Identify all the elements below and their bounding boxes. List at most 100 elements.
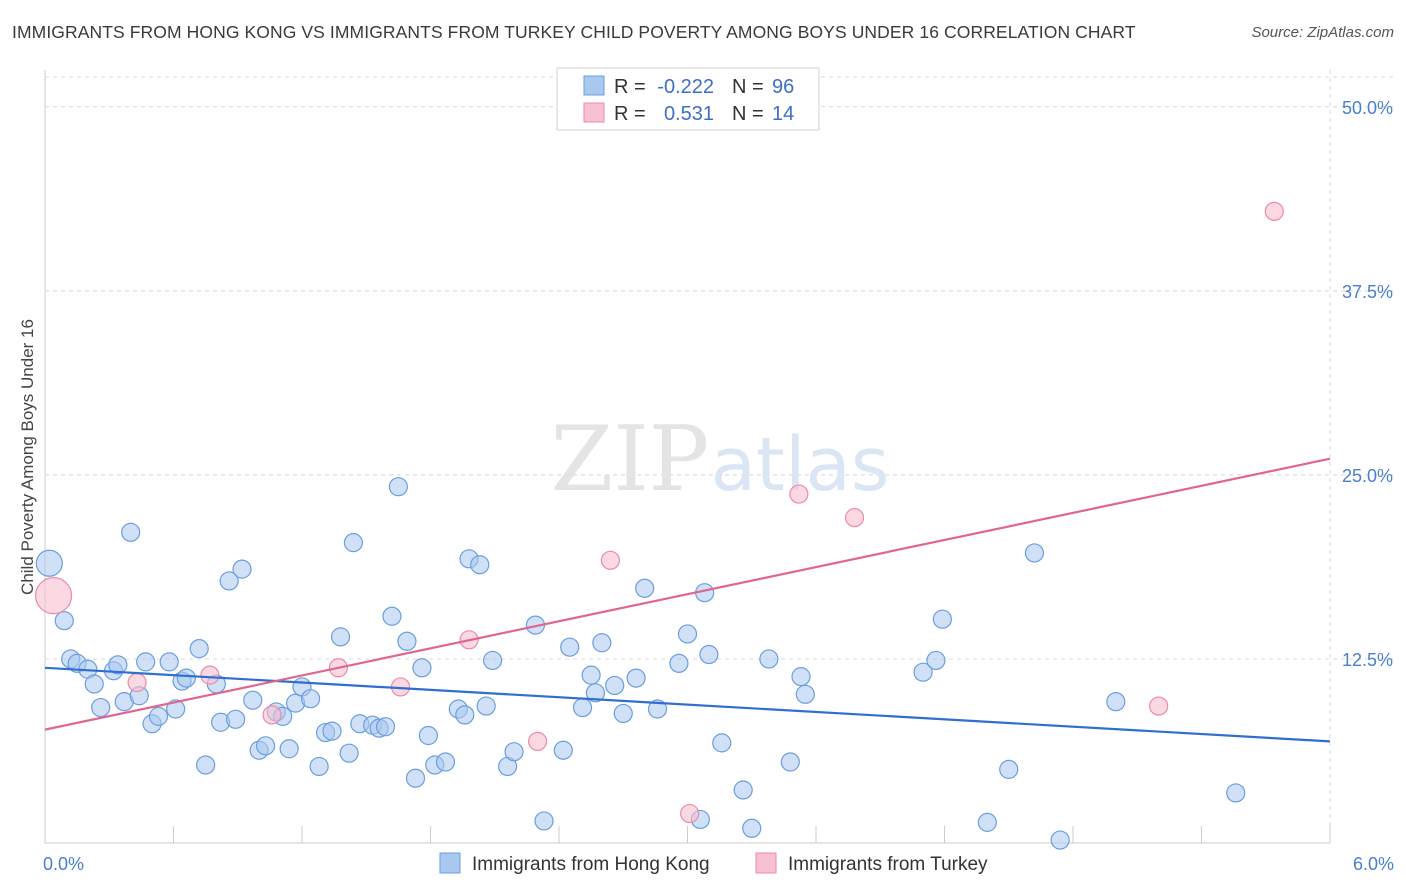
point-hk xyxy=(121,522,141,542)
correlation-legend: R = -0.222 N = 96 R = 0.531 N = 14 xyxy=(556,67,820,131)
point-hk xyxy=(677,624,698,644)
point-hk xyxy=(635,578,655,598)
y-tick-label-2: 37.5% xyxy=(1342,282,1393,302)
x-axis-ticks xyxy=(173,826,1331,843)
point-turkey xyxy=(127,672,147,693)
point-turkey xyxy=(262,705,282,725)
point-turkey xyxy=(527,731,548,752)
point-hk xyxy=(926,650,946,671)
point-turkey xyxy=(789,484,809,504)
legend-n-label-tr: N = xyxy=(732,103,764,125)
point-hk xyxy=(343,533,363,553)
point-hk xyxy=(504,742,524,762)
point-hk xyxy=(189,639,209,659)
legend-r-label-tr: R = xyxy=(614,103,646,125)
point-hk xyxy=(148,706,169,726)
watermark-zip: ZIP xyxy=(551,407,710,512)
point-turkey xyxy=(680,803,700,824)
point-hk xyxy=(669,653,689,673)
point-hk xyxy=(733,780,753,800)
point-hk xyxy=(418,725,438,746)
point-hk xyxy=(470,555,490,575)
point-hk xyxy=(1226,783,1246,803)
point-hk xyxy=(1106,692,1126,712)
point-hk xyxy=(435,752,456,772)
point-turkey xyxy=(34,577,73,615)
series-hong-kong-points xyxy=(35,477,1246,850)
point-turkey xyxy=(200,665,220,685)
point-hk xyxy=(932,609,952,629)
point-hk xyxy=(309,756,329,777)
point-hk xyxy=(913,662,933,682)
point-hk xyxy=(626,668,646,688)
point-hk xyxy=(35,549,63,577)
x-tick-label-max: 6.0% xyxy=(1353,854,1394,874)
bottom-legend-label-hong-kong: Immigrants from Hong Kong xyxy=(472,854,710,875)
point-hk xyxy=(795,684,815,704)
point-hk xyxy=(108,655,128,675)
point-hk xyxy=(1050,830,1070,850)
point-hk xyxy=(330,627,351,647)
bottom-legend-swatch-hong-kong xyxy=(439,852,461,874)
point-hk xyxy=(605,675,625,696)
legend-r-label-hk: R = xyxy=(614,76,646,98)
y-tick-label-3: 50.0% xyxy=(1342,98,1393,118)
point-hk xyxy=(243,690,263,710)
point-hk xyxy=(279,739,299,759)
point-hk xyxy=(375,717,396,737)
point-hk xyxy=(613,703,633,724)
point-hk xyxy=(405,768,426,788)
point-hk xyxy=(999,759,1019,779)
point-hk xyxy=(54,611,74,631)
point-turkey xyxy=(844,508,865,528)
point-hk xyxy=(699,644,719,665)
legend-swatch-hong-kong xyxy=(583,75,605,96)
x-tick-label-min: 0.0% xyxy=(43,854,84,874)
point-hk xyxy=(780,752,800,772)
point-hk xyxy=(226,709,246,729)
point-hk xyxy=(476,696,496,716)
point-hk xyxy=(1024,543,1045,563)
point-hk xyxy=(553,740,573,760)
point-hk xyxy=(219,571,239,591)
point-hk xyxy=(322,721,342,741)
point-turkey xyxy=(600,550,621,570)
point-hk xyxy=(712,733,732,753)
legend-swatch-turkey xyxy=(583,102,605,123)
point-hk xyxy=(397,631,417,651)
source-credit: Source: ZipAtlas.com xyxy=(1251,24,1394,41)
point-hk xyxy=(455,705,475,725)
point-turkey xyxy=(1149,696,1169,716)
trendline-hong-kong xyxy=(44,666,1331,743)
point-hk xyxy=(581,665,601,685)
legend-n-value-hk: 96 xyxy=(772,76,794,98)
point-hk xyxy=(176,668,196,688)
point-hk xyxy=(483,650,503,671)
legend-r-value-hk: -0.222 xyxy=(657,76,714,98)
point-hk xyxy=(585,683,606,703)
series-legend: Immigrants from Hong Kong Immigrants fro… xyxy=(439,852,988,875)
point-hk xyxy=(572,697,593,718)
y-axis-tick-labels: 12.5% 25.0% 37.5% 50.0% xyxy=(1342,98,1393,670)
point-hk xyxy=(388,477,408,497)
point-hk xyxy=(534,811,554,831)
point-hk xyxy=(412,658,432,678)
point-hk xyxy=(91,697,111,718)
point-hk xyxy=(742,818,762,838)
point-hk xyxy=(166,699,186,719)
point-hk xyxy=(232,559,252,579)
y-axis-title: Child Poverty Among Boys Under 16 xyxy=(18,319,37,595)
legend-n-label-hk: N = xyxy=(732,76,764,98)
point-hk xyxy=(255,736,276,756)
y-tick-label-1: 25.0% xyxy=(1342,466,1393,486)
point-hk xyxy=(136,652,156,672)
point-hk xyxy=(647,699,668,719)
point-hk xyxy=(300,689,321,709)
point-hk xyxy=(382,606,402,626)
trend-lines xyxy=(44,457,1331,743)
bottom-legend-label-turkey: Immigrants from Turkey xyxy=(788,854,988,875)
y-tick-label-0: 12.5% xyxy=(1342,650,1393,670)
point-hk xyxy=(339,743,359,763)
point-hk xyxy=(84,674,104,694)
